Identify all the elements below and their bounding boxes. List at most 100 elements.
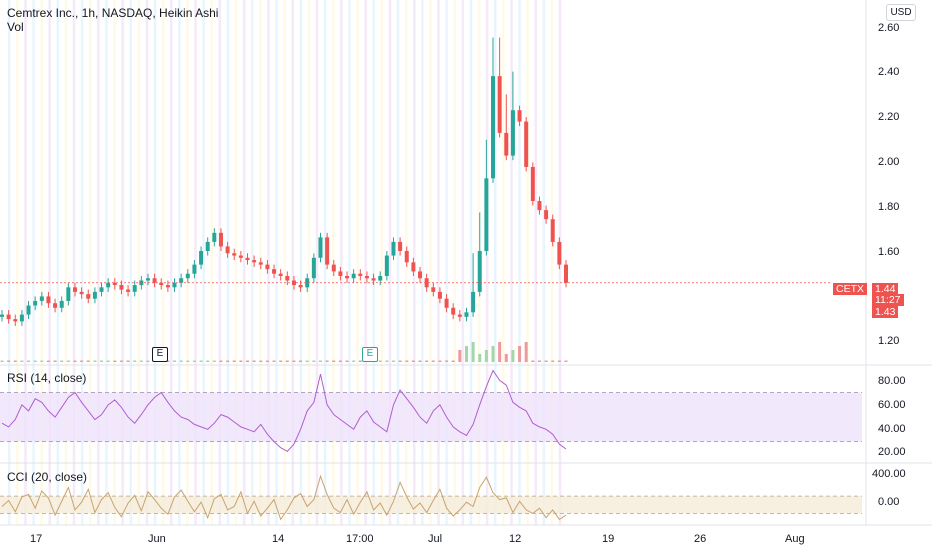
session-stripe — [8, 0, 11, 525]
session-stripe — [64, 0, 68, 525]
session-stripe — [356, 0, 359, 525]
countdown-tag: 11:27 — [872, 294, 904, 306]
volume-bar — [425, 360, 429, 362]
cci-tick: 400.00 — [872, 468, 906, 480]
candle-body — [424, 278, 429, 288]
candle-body — [318, 237, 323, 258]
cci-label: CCI (20, close) — [7, 470, 88, 484]
session-stripe — [299, 0, 303, 525]
candle-body — [398, 241, 403, 251]
session-stripe — [307, 0, 311, 525]
candle-body — [378, 275, 383, 281]
candle-body — [33, 300, 38, 306]
volume-bar — [259, 360, 263, 362]
volume-bar — [498, 342, 502, 362]
candle-body — [192, 264, 197, 274]
last-price-tag: 1.44 — [872, 283, 899, 295]
volume-bar — [292, 360, 296, 362]
volume-bar — [173, 360, 177, 362]
price-panel[interactable] — [0, 37, 832, 362]
session-stripe — [380, 0, 384, 525]
candle-body — [404, 250, 409, 263]
volume-bar — [246, 360, 250, 362]
candle-body — [345, 275, 350, 279]
currency-button[interactable]: USD — [886, 4, 916, 21]
session-stripe — [526, 0, 529, 525]
panel-dividers — [0, 0, 932, 526]
session-stripe — [502, 0, 505, 525]
volume-bar — [179, 360, 183, 362]
rsi-tick: 20.00 — [878, 446, 906, 458]
rsi-label: RSI (14, close) — [7, 371, 87, 385]
session-stripe — [16, 0, 19, 525]
session-stripe — [105, 0, 108, 525]
candle-body — [13, 319, 18, 322]
session-stripe — [56, 0, 60, 525]
volume-bar — [531, 360, 535, 362]
time-tick: Aug — [785, 533, 805, 545]
session-stripe — [24, 0, 27, 525]
candle-body — [364, 275, 369, 279]
price-tick: 1.60 — [878, 246, 900, 258]
volume-bar — [445, 360, 449, 362]
session-stripe — [32, 0, 35, 525]
price-tick: 2.60 — [878, 22, 900, 34]
volume-bar — [66, 360, 70, 362]
rsi-band — [0, 392, 862, 442]
time-tick: 14 — [272, 533, 285, 545]
volume-bar — [484, 350, 488, 362]
volume-bar — [106, 360, 110, 362]
session-stripe — [453, 0, 456, 525]
candle-body — [358, 273, 363, 276]
candle-body — [46, 296, 51, 304]
session-stripe — [388, 0, 392, 525]
volume-bar — [305, 360, 309, 362]
volume-bar — [458, 350, 462, 362]
volume-bar — [20, 360, 24, 362]
candle-body — [26, 305, 31, 315]
session-stripe — [275, 0, 278, 525]
candle-body — [6, 314, 11, 320]
session-stripe — [372, 0, 375, 525]
volume-bar — [318, 360, 322, 362]
cci-panel[interactable] — [0, 474, 862, 521]
candle-body — [331, 264, 336, 272]
earnings-marker[interactable]: E — [362, 347, 378, 362]
time-tick: 17 — [30, 533, 43, 545]
candle-body — [106, 282, 111, 288]
session-stripe — [170, 0, 173, 525]
candle-body — [464, 312, 469, 317]
candle-body — [491, 76, 496, 179]
session-stripe — [315, 0, 319, 525]
candle-body — [199, 250, 204, 265]
session-stripe — [469, 0, 473, 525]
volume-bar — [358, 360, 362, 362]
candle-body — [278, 273, 283, 276]
session-stripe — [542, 0, 546, 525]
candle-body — [384, 255, 389, 276]
session-stripe — [186, 0, 189, 525]
candle-body — [285, 275, 290, 281]
candle-body — [112, 282, 117, 286]
volume-bar — [192, 360, 196, 362]
session-stripe — [48, 0, 51, 525]
volume-bar — [478, 354, 482, 362]
rsi-panel[interactable] — [0, 369, 862, 453]
session-stripe — [429, 0, 432, 525]
earnings-marker[interactable]: E — [152, 347, 168, 362]
candle-body — [517, 110, 522, 122]
time-tick: Jun — [148, 533, 166, 545]
volume-bar — [7, 360, 11, 362]
chart-title: Cemtrex Inc., 1h, NASDAQ, Heikin Ashi — [7, 6, 219, 20]
candle-body — [152, 278, 157, 283]
candle-body — [205, 241, 210, 251]
session-stripe — [550, 0, 554, 525]
candle-body — [53, 303, 58, 308]
candle-body — [258, 262, 263, 265]
volume-bar — [544, 360, 548, 362]
candle-body — [232, 253, 237, 256]
time-tick: Jul — [428, 533, 443, 545]
volume-bar — [312, 360, 316, 362]
time-tick: 12 — [509, 533, 522, 545]
session-stripe — [178, 0, 181, 525]
